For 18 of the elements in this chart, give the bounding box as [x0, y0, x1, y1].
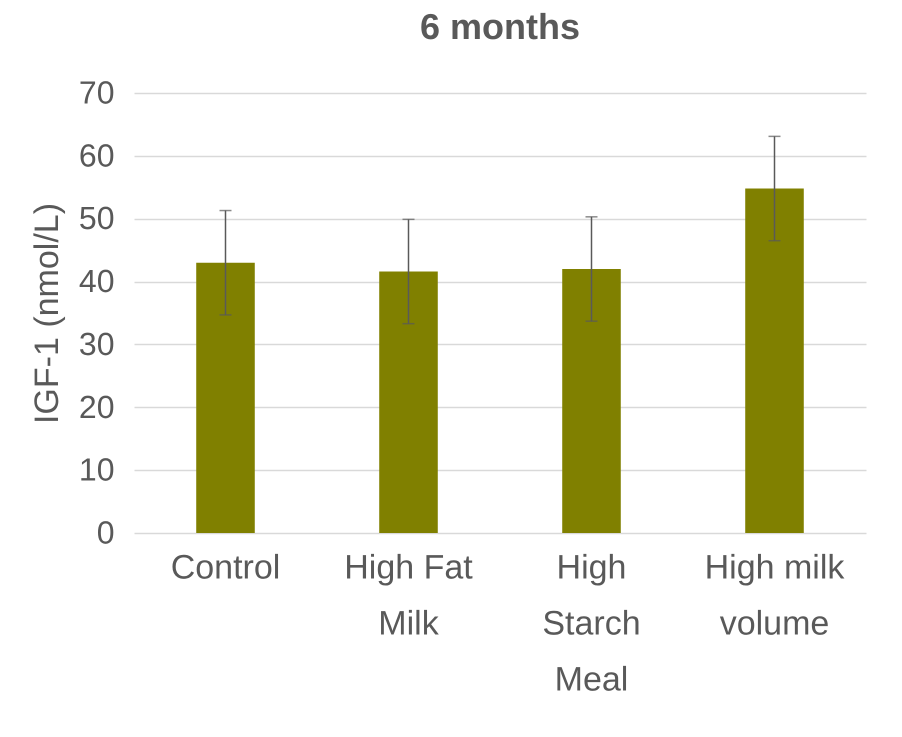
y-tick-label: 70: [78, 74, 114, 110]
y-axis-title: IGF-1 (nmol/L): [28, 202, 66, 424]
y-tick-label: 0: [96, 514, 114, 550]
y-tick-label: 40: [78, 263, 114, 300]
y-tick-label: 30: [78, 326, 114, 362]
x-tick-label: Control: [170, 548, 280, 586]
x-tick-label: High milk volume: [704, 548, 846, 642]
y-tick-label: 20: [78, 388, 114, 425]
x-tick-label: High Starch Meal: [542, 548, 641, 698]
y-tick-label: 10: [78, 452, 114, 488]
bar: [196, 262, 255, 533]
bar: [379, 272, 438, 533]
y-tick-label: 60: [78, 137, 114, 174]
bar: [745, 188, 804, 533]
bar: [562, 269, 621, 533]
x-tick-label: High Fat Milk: [344, 548, 474, 642]
y-tick-label: 50: [78, 200, 114, 236]
chart-title: 6 months: [420, 6, 580, 47]
